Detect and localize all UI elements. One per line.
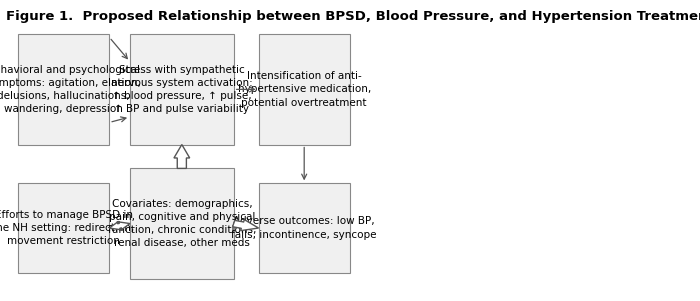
Text: Behavioral and psychological
symptoms: agitation, elation,
delusions, hallucinat: Behavioral and psychological symptoms: a… bbox=[0, 64, 141, 114]
FancyBboxPatch shape bbox=[130, 34, 234, 144]
FancyBboxPatch shape bbox=[130, 168, 234, 279]
FancyBboxPatch shape bbox=[18, 34, 109, 144]
Text: Intensification of anti-
hypertensive medication,
potential overtreatment: Intensification of anti- hypertensive me… bbox=[237, 71, 371, 107]
Text: Figure 1.  Proposed Relationship between BPSD, Blood Pressure, and Hypertension : Figure 1. Proposed Relationship between … bbox=[6, 10, 700, 23]
FancyBboxPatch shape bbox=[18, 183, 109, 273]
FancyBboxPatch shape bbox=[258, 34, 350, 144]
FancyBboxPatch shape bbox=[258, 183, 350, 273]
Polygon shape bbox=[174, 144, 190, 168]
Text: Covariates: demographics,
pain, cognitive and physical
function, chronic conditi: Covariates: demographics, pain, cognitiv… bbox=[108, 199, 256, 248]
Polygon shape bbox=[109, 221, 130, 230]
Text: Stress with sympathetic
nervous system activation:
↑ blood pressure, ↑ pulse,
↑ : Stress with sympathetic nervous system a… bbox=[111, 64, 253, 114]
Text: Adverse outcomes: low BP,
falls, incontinence, syncope: Adverse outcomes: low BP, falls, inconti… bbox=[232, 216, 377, 240]
Text: Efforts to manage BPSD in
the NH setting: redirection,
movement restriction: Efforts to manage BPSD in the NH setting… bbox=[0, 210, 134, 246]
Polygon shape bbox=[232, 220, 258, 231]
